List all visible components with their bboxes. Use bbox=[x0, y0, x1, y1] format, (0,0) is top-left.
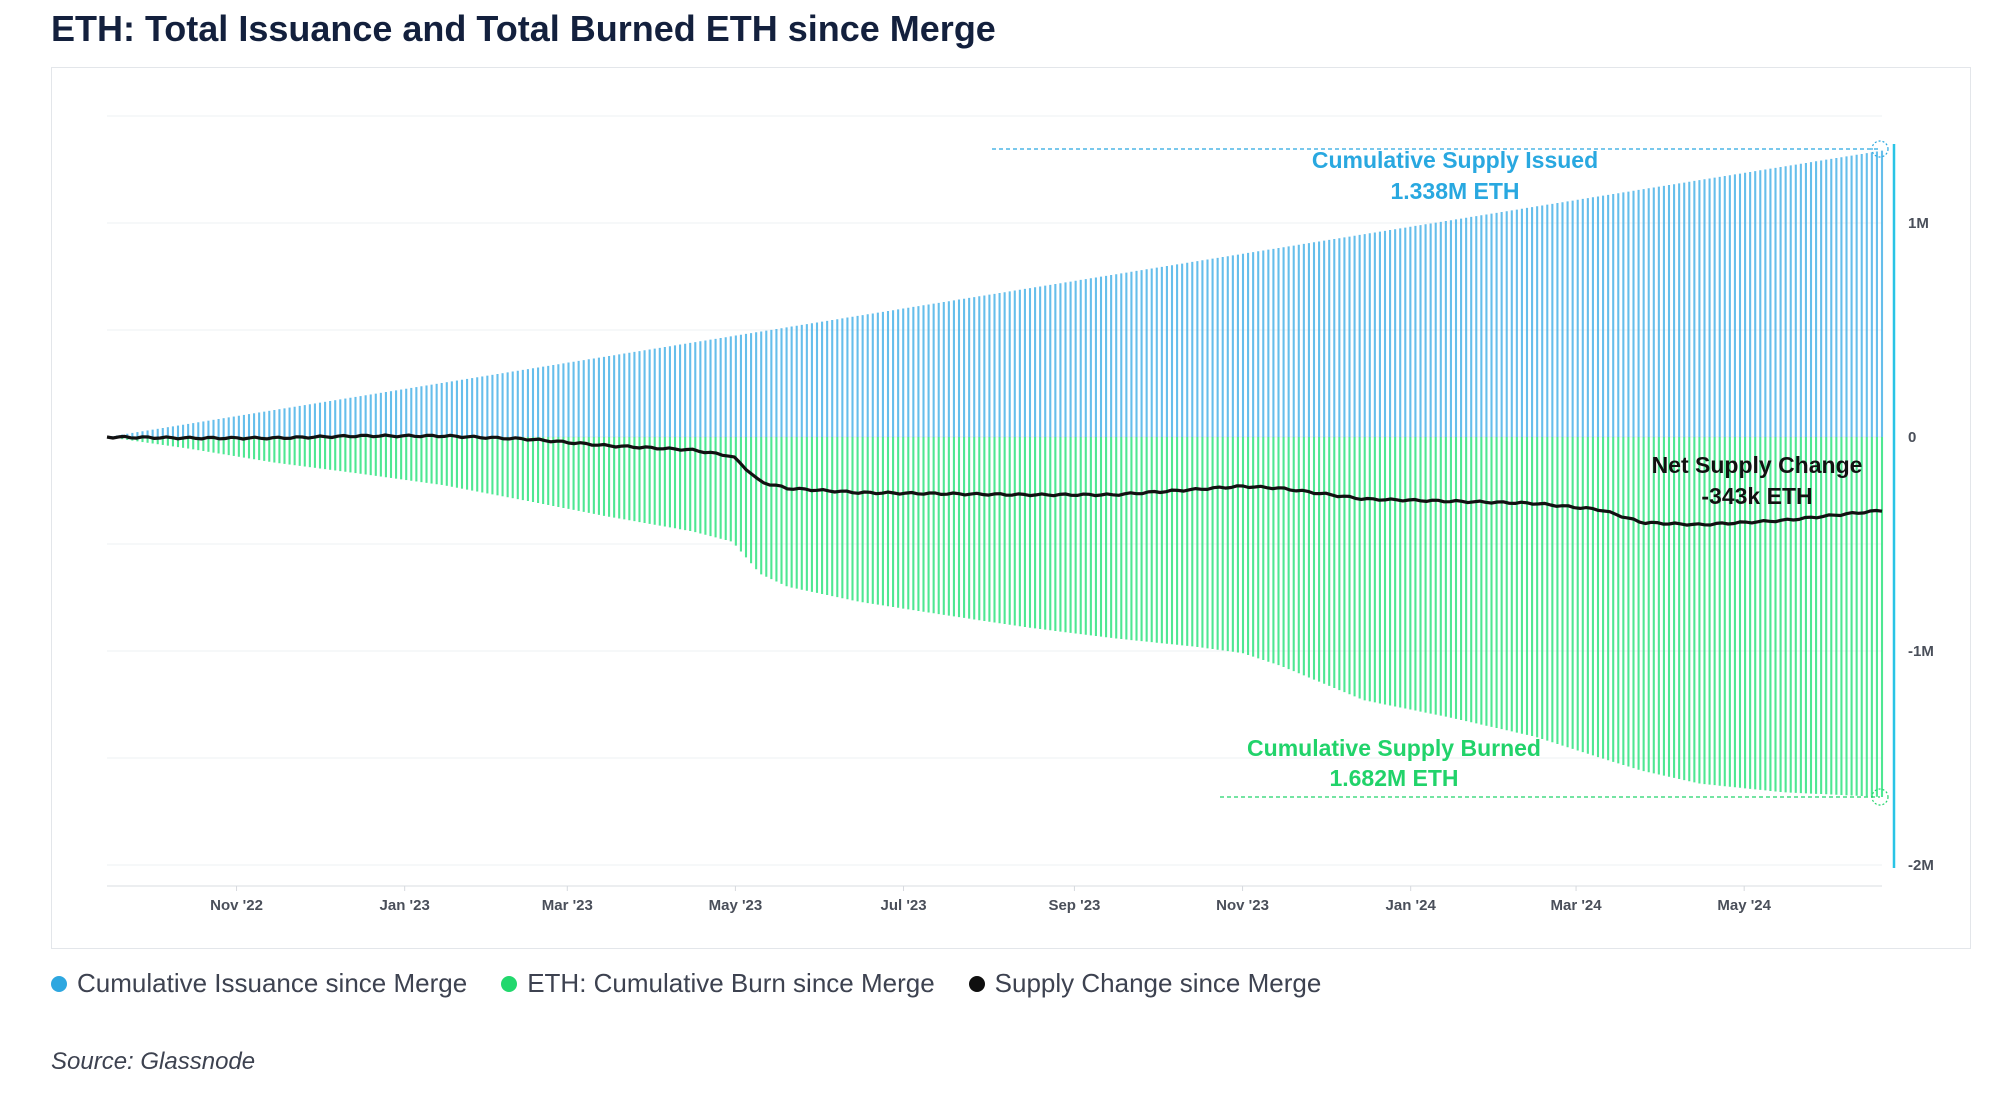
annotation-layer: Cumulative Supply Issued 1.338M ETH Cumu… bbox=[992, 140, 1889, 806]
issued-annotation-title: Cumulative Supply Issued bbox=[1312, 147, 1598, 173]
axis-layer: 1M 0 -1M -2M Nov '22 Jan '23 Mar '23 May '23 Jul… bbox=[210, 144, 1934, 914]
legend-label: Supply Change since Merge bbox=[994, 968, 1322, 998]
legend-label: Cumulative Issuance since Merge bbox=[77, 968, 468, 998]
x-tick-label: Mar '24 bbox=[1551, 897, 1603, 914]
burn-area bbox=[111, 437, 1884, 797]
chart-svg: 1M 0 -1M -2M Nov '22 Jan '23 Mar '23 May '23 Jul… bbox=[106, 115, 1934, 914]
y-tick-label: 0 bbox=[1908, 429, 1916, 446]
legend-label: ETH: Cumulative Burn since Merge bbox=[527, 968, 935, 998]
net-annotation-value: -343k ETH bbox=[1701, 483, 1812, 509]
legend: Cumulative Issuance since Merge ETH: Cumu… bbox=[51, 968, 1321, 999]
burned-annotation-value: 1.682M ETH bbox=[1329, 765, 1458, 791]
net-supply-line-layer bbox=[106, 433, 1883, 527]
chart-title: ETH: Total Issuance and Total Burned ETH… bbox=[51, 8, 996, 49]
x-tick-label: Jan '23 bbox=[380, 897, 430, 914]
net-annotation-title: Net Supply Change bbox=[1652, 452, 1863, 478]
y-tick-label: 1M bbox=[1908, 215, 1929, 232]
burned-annotation-title: Cumulative Supply Burned bbox=[1247, 735, 1541, 761]
burned-marker bbox=[1871, 788, 1889, 806]
x-tick-label: Jul '23 bbox=[880, 897, 926, 914]
x-tick-label: Nov '23 bbox=[1216, 897, 1269, 914]
legend-dot-icon bbox=[968, 975, 985, 992]
x-tick-label: Jan '24 bbox=[1386, 897, 1437, 914]
issued-marker bbox=[1871, 140, 1889, 158]
chart-panel: 1M 0 -1M -2M Nov '22 Jan '23 Mar '23 May '23 Jul… bbox=[51, 67, 1971, 949]
legend-item[interactable]: ETH: Cumulative Burn since Merge bbox=[501, 968, 935, 999]
x-tick-label: May '23 bbox=[709, 897, 763, 914]
source-note: Source: Glassnode bbox=[51, 1048, 256, 1075]
legend-item[interactable]: Supply Change since Merge bbox=[968, 968, 1322, 999]
y-tick-label: -1M bbox=[1908, 643, 1934, 660]
x-tick-label: May '24 bbox=[1717, 897, 1771, 914]
net-supply-line bbox=[106, 433, 1883, 527]
legend-dot-icon bbox=[501, 975, 518, 992]
y-tick-label: -2M bbox=[1908, 857, 1934, 874]
issuance-area bbox=[111, 150, 1884, 437]
legend-item[interactable]: Cumulative Issuance since Merge bbox=[51, 968, 467, 999]
x-tick-label: Mar '23 bbox=[542, 897, 593, 914]
legend-dot-icon bbox=[51, 975, 67, 992]
x-tick-label: Nov '22 bbox=[210, 897, 263, 914]
x-tick-label: Sep '23 bbox=[1048, 897, 1100, 914]
issued-annotation-value: 1.338M ETH bbox=[1390, 178, 1519, 204]
